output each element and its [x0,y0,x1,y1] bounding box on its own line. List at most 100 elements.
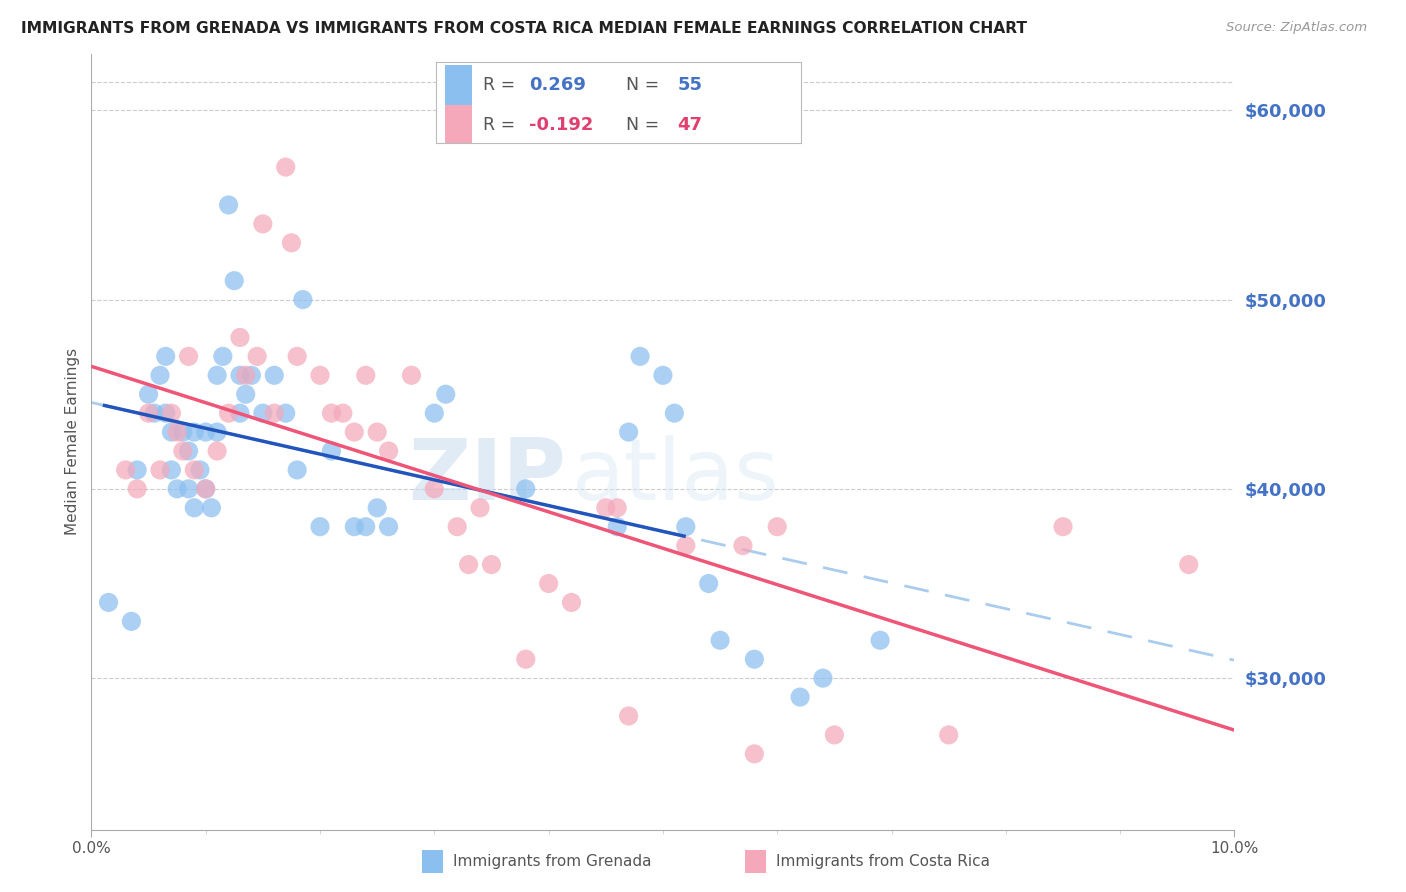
Point [675,519,697,533]
Point [285,350,308,364]
Text: Immigrants from Costa Rica: Immigrants from Costa Rica [776,855,990,869]
Point [515,652,537,666]
Point [229,368,252,383]
Point [138,387,160,401]
Bar [446,105,472,145]
Point [246,350,269,364]
Point [177,444,200,458]
Point [628,350,651,364]
Point [481,558,503,572]
Point [457,558,479,572]
Point [709,633,731,648]
Point [343,519,366,533]
Point [744,747,766,761]
Point [1052,519,1074,533]
Point [172,444,194,458]
Point [166,482,188,496]
Point [309,519,332,533]
Point [468,500,491,515]
Point [285,463,308,477]
Text: 0.269: 0.269 [529,76,586,94]
Point [446,519,468,533]
Text: R =: R = [484,116,522,134]
Point [354,519,377,533]
Point [160,406,183,420]
Point [354,368,377,383]
Point [188,463,211,477]
Point [172,425,194,439]
Point [652,368,675,383]
Point [377,444,399,458]
Text: Source: ZipAtlas.com: Source: ZipAtlas.com [1226,21,1367,35]
Point [423,406,446,420]
Point [515,482,537,496]
Point [138,406,160,420]
Point [537,576,560,591]
Point [938,728,960,742]
Point [235,387,257,401]
Point [309,368,332,383]
Point [731,539,754,553]
Point [560,595,582,609]
Point [194,482,217,496]
Point [155,406,177,420]
Point [291,293,314,307]
Point [127,482,149,496]
Point [235,368,257,383]
Point [263,406,285,420]
Text: N =: N = [626,116,665,134]
Point [218,406,240,420]
Point [211,350,233,364]
Point [205,425,228,439]
Text: 47: 47 [678,116,702,134]
Point [120,615,142,629]
Point [183,500,205,515]
Point [595,500,617,515]
Point [194,425,217,439]
Text: -0.192: -0.192 [529,116,593,134]
Point [789,690,811,704]
Point [240,368,263,383]
Point [617,709,640,723]
Point [274,160,297,174]
Point [263,368,285,383]
Point [343,425,366,439]
Point [183,425,205,439]
Point [675,539,697,553]
Point [697,576,720,591]
Point [869,633,891,648]
Point [143,406,166,420]
Point [205,368,228,383]
Point [1177,558,1199,572]
Point [321,406,343,420]
Point [366,425,388,439]
Point [177,350,200,364]
Text: atlas: atlas [571,435,779,518]
Point [177,482,200,496]
Point [149,463,172,477]
Point [160,425,183,439]
Point [811,671,834,685]
Point [205,444,228,458]
Text: Immigrants from Grenada: Immigrants from Grenada [453,855,651,869]
Point [366,500,388,515]
Point [321,444,343,458]
Text: IMMIGRANTS FROM GRENADA VS IMMIGRANTS FROM COSTA RICA MEDIAN FEMALE EARNINGS COR: IMMIGRANTS FROM GRENADA VS IMMIGRANTS FR… [21,21,1028,37]
Y-axis label: Median Female Earnings: Median Female Earnings [65,348,80,535]
Point [160,463,183,477]
Text: ZIP: ZIP [408,435,565,518]
Point [155,350,177,364]
Point [664,406,686,420]
Point [617,425,640,439]
Bar [446,65,472,105]
Point [377,519,399,533]
Point [434,387,457,401]
Point [229,406,252,420]
Text: 55: 55 [678,76,702,94]
Point [183,463,205,477]
Point [149,368,172,383]
Point [97,595,120,609]
Point [274,406,297,420]
Point [252,406,274,420]
Point [114,463,136,477]
